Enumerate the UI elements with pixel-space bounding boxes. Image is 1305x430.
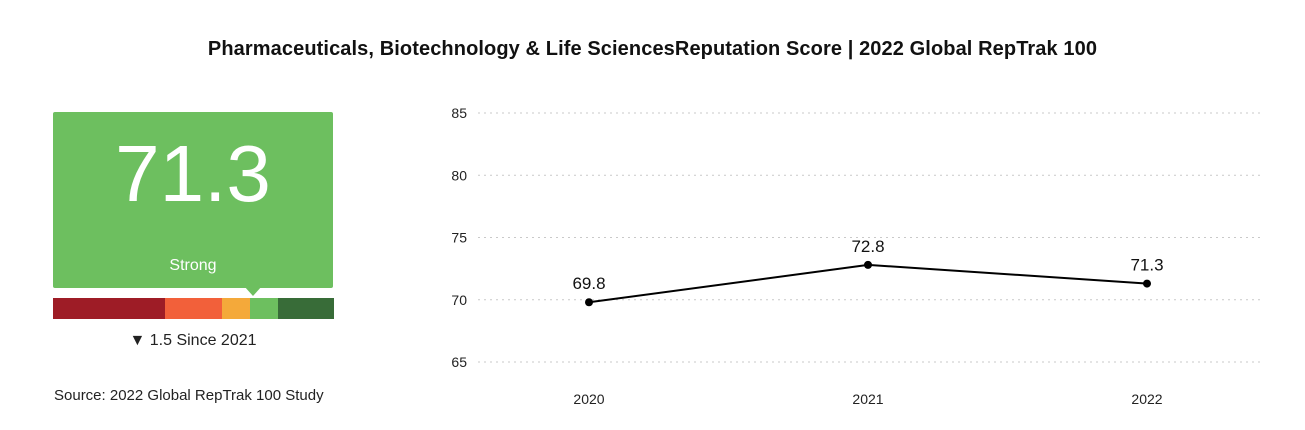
y-tick-label: 85 bbox=[451, 105, 467, 121]
series-line bbox=[588, 263, 1148, 304]
down-arrow-icon: ▼ bbox=[129, 332, 146, 349]
reputation-scale-bar bbox=[53, 298, 334, 319]
chart-title: Pharmaceuticals, Biotechnology & Life Sc… bbox=[207, 38, 1098, 60]
scale-segment bbox=[249, 298, 278, 319]
score-card: 71.3 Strong bbox=[53, 112, 333, 288]
x-tick-label: 2021 bbox=[852, 391, 883, 407]
y-tick-label: 65 bbox=[451, 354, 467, 370]
x-tick-label: 2022 bbox=[1131, 391, 1162, 407]
scale-segment bbox=[221, 298, 250, 319]
scale-segment bbox=[53, 298, 166, 319]
score-change-text: 1.5 Since 2021 bbox=[149, 332, 257, 349]
data-label: 71.3 bbox=[1130, 256, 1163, 275]
source-note: Source: 2022 Global RepTrak 100 Study bbox=[54, 387, 324, 404]
data-label: 69.8 bbox=[572, 274, 605, 293]
scale-segment bbox=[277, 298, 334, 319]
data-point bbox=[1143, 279, 1151, 288]
data-label: 72.8 bbox=[851, 237, 884, 256]
data-point bbox=[585, 298, 593, 307]
score-value: 71.3 bbox=[115, 129, 271, 218]
x-tick-label: 2020 bbox=[573, 391, 604, 407]
data-point bbox=[864, 260, 872, 269]
score-change: ▼ 1.5 Since 2021 bbox=[53, 332, 333, 350]
y-tick-label: 75 bbox=[451, 230, 467, 246]
score-label: Strong bbox=[169, 257, 217, 274]
scale-pointer bbox=[244, 286, 262, 296]
y-tick-label: 70 bbox=[451, 292, 467, 308]
y-tick-label: 80 bbox=[451, 167, 467, 183]
scale-segment bbox=[165, 298, 222, 319]
